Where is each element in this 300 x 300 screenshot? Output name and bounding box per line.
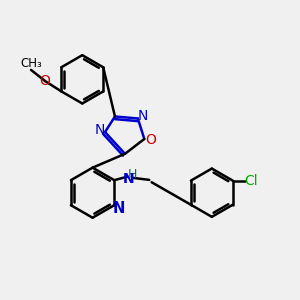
Text: H: H [128,168,137,181]
Text: O: O [146,133,156,147]
Text: N: N [138,109,148,123]
Text: N: N [123,172,134,186]
Text: N: N [94,123,105,137]
Text: Cl: Cl [244,174,258,188]
Text: N: N [112,201,125,216]
Text: O: O [39,74,50,88]
Text: CH₃: CH₃ [20,57,42,70]
